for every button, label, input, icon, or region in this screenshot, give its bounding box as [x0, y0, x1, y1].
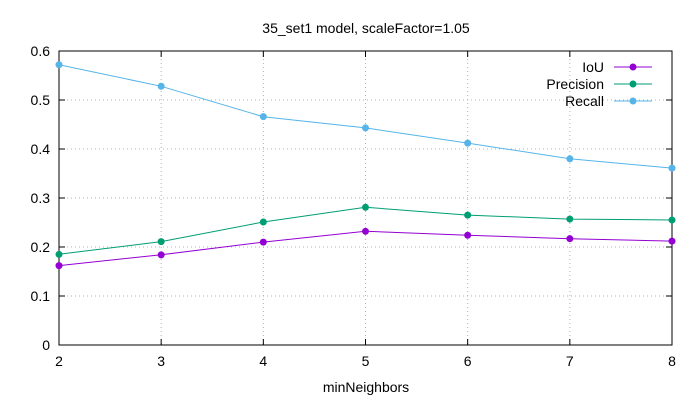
x-tick-label: 3: [157, 353, 165, 369]
legend-label-iou: IoU: [582, 59, 604, 75]
data-point-iou: [157, 251, 165, 259]
legend-marker-precision: [629, 80, 637, 88]
data-point-iou: [259, 238, 267, 246]
data-point-iou: [668, 237, 676, 245]
x-tick-label: 8: [668, 353, 676, 369]
y-tick-label: 0.5: [31, 92, 51, 108]
data-point-iou: [55, 262, 63, 270]
grid-lines: [59, 51, 672, 345]
y-tick-label: 0.2: [31, 239, 51, 255]
data-point-precision: [55, 250, 63, 258]
data-point-precision: [157, 238, 165, 246]
data-point-precision: [259, 218, 267, 226]
x-axis-label: minNeighbors: [323, 379, 409, 395]
axis-ticks: 0 0.1 0.2 0.3 0.4 0.5 0.6 2 3 4 5 6 7 8: [31, 43, 677, 369]
x-tick-label: 5: [362, 353, 370, 369]
data-point-recall: [259, 113, 267, 121]
data-point-recall: [157, 82, 165, 90]
data-point-iou: [566, 235, 574, 243]
y-tick-label: 0: [42, 337, 50, 353]
x-tick-label: 4: [259, 353, 267, 369]
legend-label-precision: Precision: [546, 76, 604, 92]
series-line-iou: [58, 230, 673, 267]
y-tick-label: 0.1: [31, 288, 51, 304]
legend-marker-recall: [629, 97, 637, 105]
chart-title: 35_set1 model, scaleFactor=1.05: [262, 20, 470, 36]
data-point-precision: [362, 203, 369, 211]
legend-marker-iou: [629, 63, 637, 71]
data-point-recall: [55, 61, 63, 69]
data-point-precision: [464, 211, 472, 219]
data-point-recall: [566, 155, 574, 163]
data-point-precision: [566, 215, 574, 223]
data-point-iou: [464, 231, 472, 239]
legend-label-recall: Recall: [565, 93, 604, 109]
data-point-recall: [668, 164, 676, 172]
y-tick-label: 0.3: [31, 190, 51, 206]
data-point-recall: [362, 124, 369, 132]
x-tick-label: 6: [464, 353, 472, 369]
x-tick-label: 2: [55, 353, 63, 369]
data-point-precision: [668, 216, 676, 224]
series-layer: [55, 61, 676, 270]
y-tick-label: 0.4: [31, 141, 51, 157]
y-tick-label: 0.6: [31, 43, 51, 59]
data-point-recall: [464, 139, 472, 147]
x-tick-label: 7: [566, 353, 574, 369]
data-point-iou: [362, 227, 369, 235]
